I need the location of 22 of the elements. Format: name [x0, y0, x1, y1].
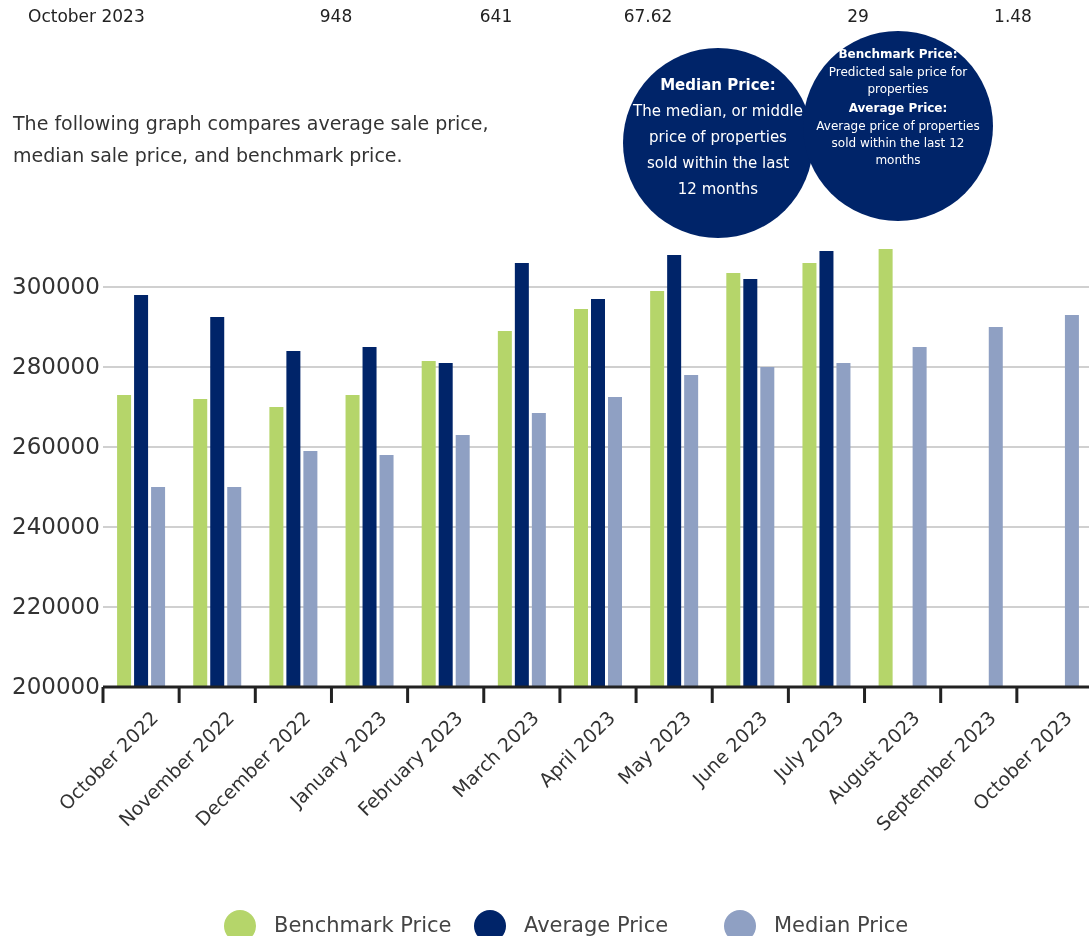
- y-tick-label: 240000: [12, 512, 100, 539]
- y-tick-label: 260000: [12, 432, 100, 459]
- y-tick-label: 220000: [12, 592, 100, 619]
- legend-label: Average Price: [524, 913, 669, 936]
- text: The following graph compares average sale price, median sale price, and benchmark price.: [12, 112, 489, 166]
- text: 641: [479, 6, 513, 26]
- y-tick-label: 200000: [12, 672, 100, 699]
- text: The median, or middle price of properties sold within the last 12 months: [632, 102, 803, 198]
- text: Median Price:: [660, 76, 776, 94]
- text: 67.62: [623, 6, 673, 26]
- text: Predicted sale price for properties: [828, 65, 968, 96]
- legend-label: Benchmark Price: [274, 913, 452, 936]
- y-tick-label: 300000: [12, 272, 100, 299]
- y-tick-label: 280000: [12, 352, 100, 379]
- text: 948: [319, 6, 353, 26]
- text: Average price of properties sold within the last 12 months: [816, 119, 980, 167]
- text: Average Price:: [848, 101, 948, 115]
- text: October 2023: [28, 6, 145, 26]
- text: 29: [847, 6, 869, 26]
- text: Benchmark Price:: [838, 47, 958, 61]
- legend-label: Median Price: [774, 913, 909, 936]
- text: 1.48: [994, 6, 1032, 26]
